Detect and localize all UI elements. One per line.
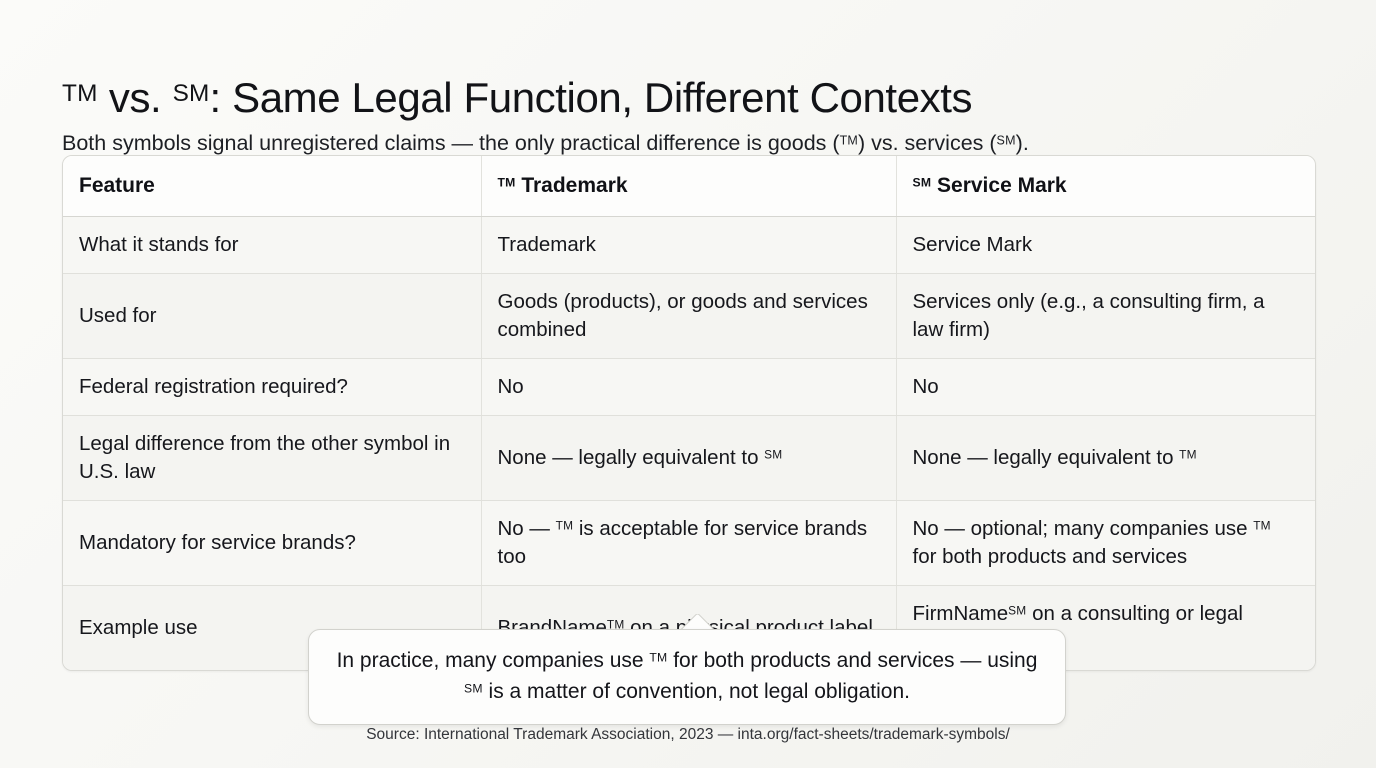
table-row: Federal registration required? No No bbox=[63, 358, 1315, 416]
subtitle-part-2: ) vs. services ( bbox=[857, 130, 997, 155]
cell-servicemark: Service Mark bbox=[896, 216, 1315, 274]
callout-part-1: In practice, many companies use bbox=[336, 649, 650, 672]
cell-trademark-text: None — legally equivalent to bbox=[497, 446, 765, 469]
servicemark-symbol: SM bbox=[996, 132, 1016, 147]
page-title-rest: : Same Legal Function, Different Context… bbox=[209, 74, 973, 122]
cell-trademark: No bbox=[481, 358, 897, 416]
comparison-table-container: Feature TM Trademark SM Service Mark Wha… bbox=[62, 155, 1316, 671]
column-header-trademark-label: Trademark bbox=[521, 174, 628, 197]
cell-trademark-prefix: No — bbox=[497, 517, 556, 540]
table-row: Legal difference from the other symbol i… bbox=[63, 415, 1315, 501]
cell-servicemark: No — optional; many companies use TM for… bbox=[896, 500, 1315, 586]
table-header-row: Feature TM Trademark SM Service Mark bbox=[63, 156, 1315, 217]
trademark-symbol: TM bbox=[1253, 518, 1271, 533]
cell-servicemark: No bbox=[896, 358, 1315, 416]
trademark-symbol: TM bbox=[1179, 447, 1197, 462]
servicemark-symbol: SM bbox=[464, 681, 483, 696]
callout-container: In practice, many companies use TM for b… bbox=[308, 614, 1066, 725]
column-header-trademark: TM Trademark bbox=[481, 156, 897, 217]
cell-feature: Federal registration required? bbox=[63, 358, 482, 416]
column-header-feature: Feature bbox=[63, 156, 482, 217]
column-header-feature-label: Feature bbox=[79, 174, 155, 197]
cell-servicemark: None — legally equivalent to TM bbox=[896, 415, 1315, 501]
column-header-servicemark: SM Service Mark bbox=[896, 156, 1315, 217]
trademark-symbol: TM bbox=[839, 132, 858, 147]
page-title: TM vs. SM: Same Legal Function, Differen… bbox=[62, 72, 973, 124]
table-row: Mandatory for service brands? No — TM is… bbox=[63, 500, 1315, 586]
servicemark-symbol: SM bbox=[172, 80, 210, 108]
cell-feature: Mandatory for service brands? bbox=[63, 500, 482, 586]
servicemark-symbol: SM bbox=[764, 447, 783, 462]
trademark-symbol: TM bbox=[555, 518, 574, 533]
callout-part-3: is a matter of convention, not legal obl… bbox=[482, 680, 910, 703]
cell-servicemark: Services only (e.g., a consulting firm, … bbox=[896, 273, 1315, 359]
cell-feature: Used for bbox=[63, 273, 482, 359]
cell-servicemark-prefix: No — optional; many companies use bbox=[912, 517, 1254, 540]
subtitle-part-3: ). bbox=[1015, 130, 1029, 155]
servicemark-symbol: SM bbox=[1008, 603, 1027, 618]
servicemark-symbol: SM bbox=[912, 175, 932, 190]
table-row: Used for Goods (products), or goods and … bbox=[63, 273, 1315, 359]
source-citation: Source: International Trademark Associat… bbox=[366, 726, 1010, 743]
trademark-symbol: TM bbox=[606, 617, 625, 632]
trademark-symbol: TM bbox=[62, 80, 98, 108]
page-subtitle: Both symbols signal unregistered claims … bbox=[62, 128, 1029, 158]
table-row: What it stands for Trademark Service Mar… bbox=[63, 216, 1315, 274]
callout-part-2: for both products and services — using bbox=[667, 649, 1038, 672]
callout-note: In practice, many companies use TM for b… bbox=[308, 629, 1066, 725]
subtitle-part-1: Both symbols signal unregistered claims … bbox=[62, 130, 840, 155]
cell-feature: Legal difference from the other symbol i… bbox=[63, 415, 482, 501]
cell-servicemark-prefix: FirmName bbox=[912, 602, 1009, 625]
cell-servicemark-text: None — legally equivalent to bbox=[912, 446, 1180, 469]
cell-trademark-suffix: is acceptable for service brands too bbox=[497, 517, 868, 568]
trademark-symbol: TM bbox=[497, 175, 516, 190]
comparison-table: Feature TM Trademark SM Service Mark Wha… bbox=[63, 156, 1315, 670]
cell-trademark: Goods (products), or goods and services … bbox=[481, 273, 897, 359]
cell-servicemark-suffix: for both products and services bbox=[912, 545, 1188, 568]
cell-trademark: Trademark bbox=[481, 216, 897, 274]
cell-feature: What it stands for bbox=[63, 216, 482, 274]
cell-trademark: No — TM is acceptable for service brands… bbox=[481, 500, 897, 586]
trademark-symbol: TM bbox=[649, 650, 668, 665]
cell-trademark: None — legally equivalent to SM bbox=[481, 415, 897, 501]
column-header-servicemark-label: Service Mark bbox=[937, 174, 1067, 197]
page-title-mid: vs. bbox=[97, 74, 173, 122]
